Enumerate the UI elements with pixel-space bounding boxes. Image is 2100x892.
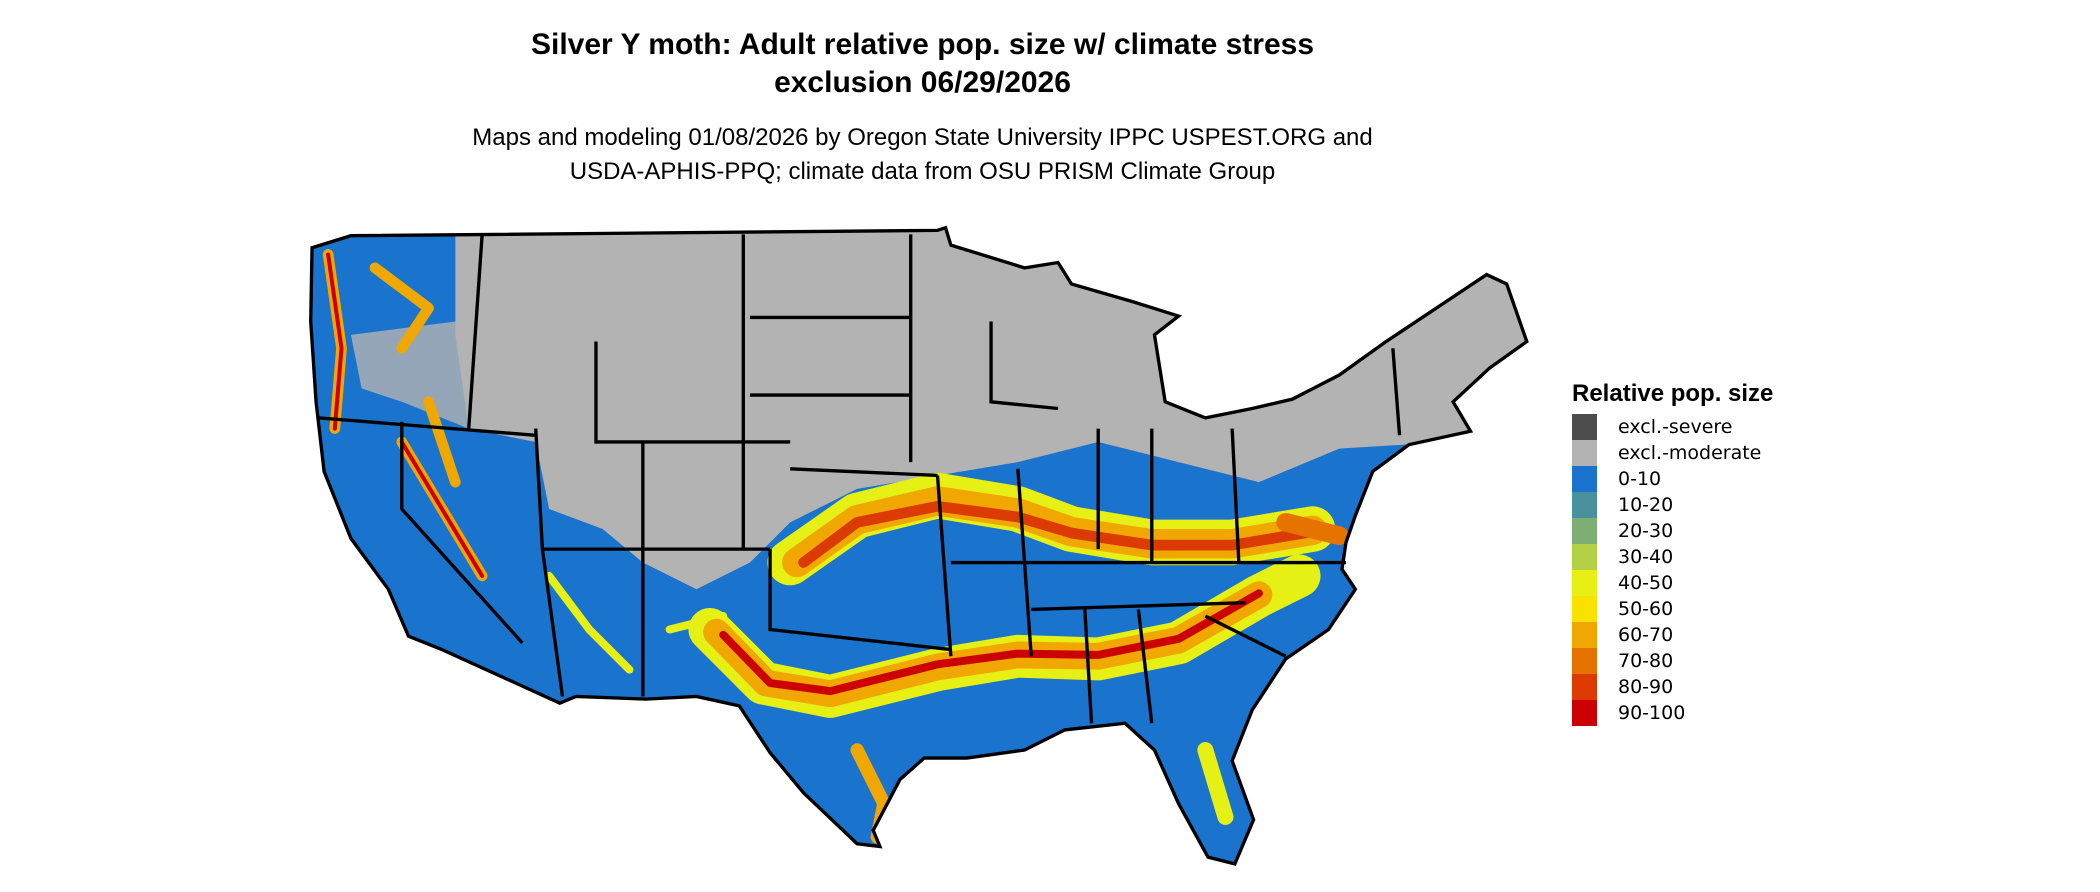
population-raster	[310, 227, 1527, 864]
legend-swatch	[1572, 648, 1597, 674]
legend-label: 0-10	[1618, 468, 1662, 490]
legend-item: 0-10	[1572, 466, 1773, 492]
map-title-line1: Silver Y moth: Adult relative pop. size …	[530, 28, 1315, 61]
legend-label: 80-90	[1618, 676, 1674, 698]
legend-item: 60-70	[1572, 622, 1773, 648]
legend-item: 40-50	[1572, 570, 1773, 596]
legend-label: 70-80	[1618, 650, 1674, 672]
legend-swatch	[1572, 440, 1597, 466]
legend-swatch	[1572, 544, 1597, 570]
legend: Relative pop. size excl.-severe excl.-mod…	[1572, 380, 1773, 726]
map-subtitle-line2: USDA-APHIS-PPQ; climate data from OSU PR…	[569, 158, 1276, 185]
legend-label: 40-50	[1618, 572, 1674, 594]
legend-label: 90-100	[1618, 702, 1686, 724]
legend-label: excl.-moderate	[1618, 442, 1762, 464]
legend-item: excl.-severe	[1572, 414, 1773, 440]
legend-swatch	[1572, 570, 1597, 596]
legend-label: 50-60	[1618, 598, 1674, 620]
legend-swatch	[1572, 414, 1597, 440]
legend-swatch	[1572, 674, 1597, 700]
legend-swatch	[1572, 700, 1597, 726]
map-title-line2: exclusion 06/29/2026	[774, 66, 1071, 99]
legend-label: 60-70	[1618, 624, 1674, 646]
legend-item: 10-20	[1572, 492, 1773, 518]
legend-swatch	[1572, 466, 1597, 492]
legend-item: 90-100	[1572, 700, 1773, 726]
legend-label: 30-40	[1618, 546, 1674, 568]
map-subtitle-line1: Maps and modeling 01/08/2026 by Oregon S…	[472, 124, 1373, 151]
legend-item: 20-30	[1572, 518, 1773, 544]
legend-label: 10-20	[1618, 494, 1674, 516]
legend-item: 50-60	[1572, 596, 1773, 622]
legend-item: 80-90	[1572, 674, 1773, 700]
legend-item: 70-80	[1572, 648, 1773, 674]
legend-title: Relative pop. size	[1572, 380, 1774, 407]
legend-swatch	[1572, 518, 1597, 544]
legend-label: excl.-severe	[1618, 416, 1733, 438]
legend-swatch	[1572, 492, 1597, 518]
legend-swatch	[1572, 622, 1597, 648]
legend-swatch	[1572, 596, 1597, 622]
state-borders	[309, 226, 1529, 866]
legend-item: 30-40	[1572, 544, 1773, 570]
legend-label: 20-30	[1618, 520, 1674, 542]
legend-item: excl.-moderate	[1572, 440, 1773, 466]
